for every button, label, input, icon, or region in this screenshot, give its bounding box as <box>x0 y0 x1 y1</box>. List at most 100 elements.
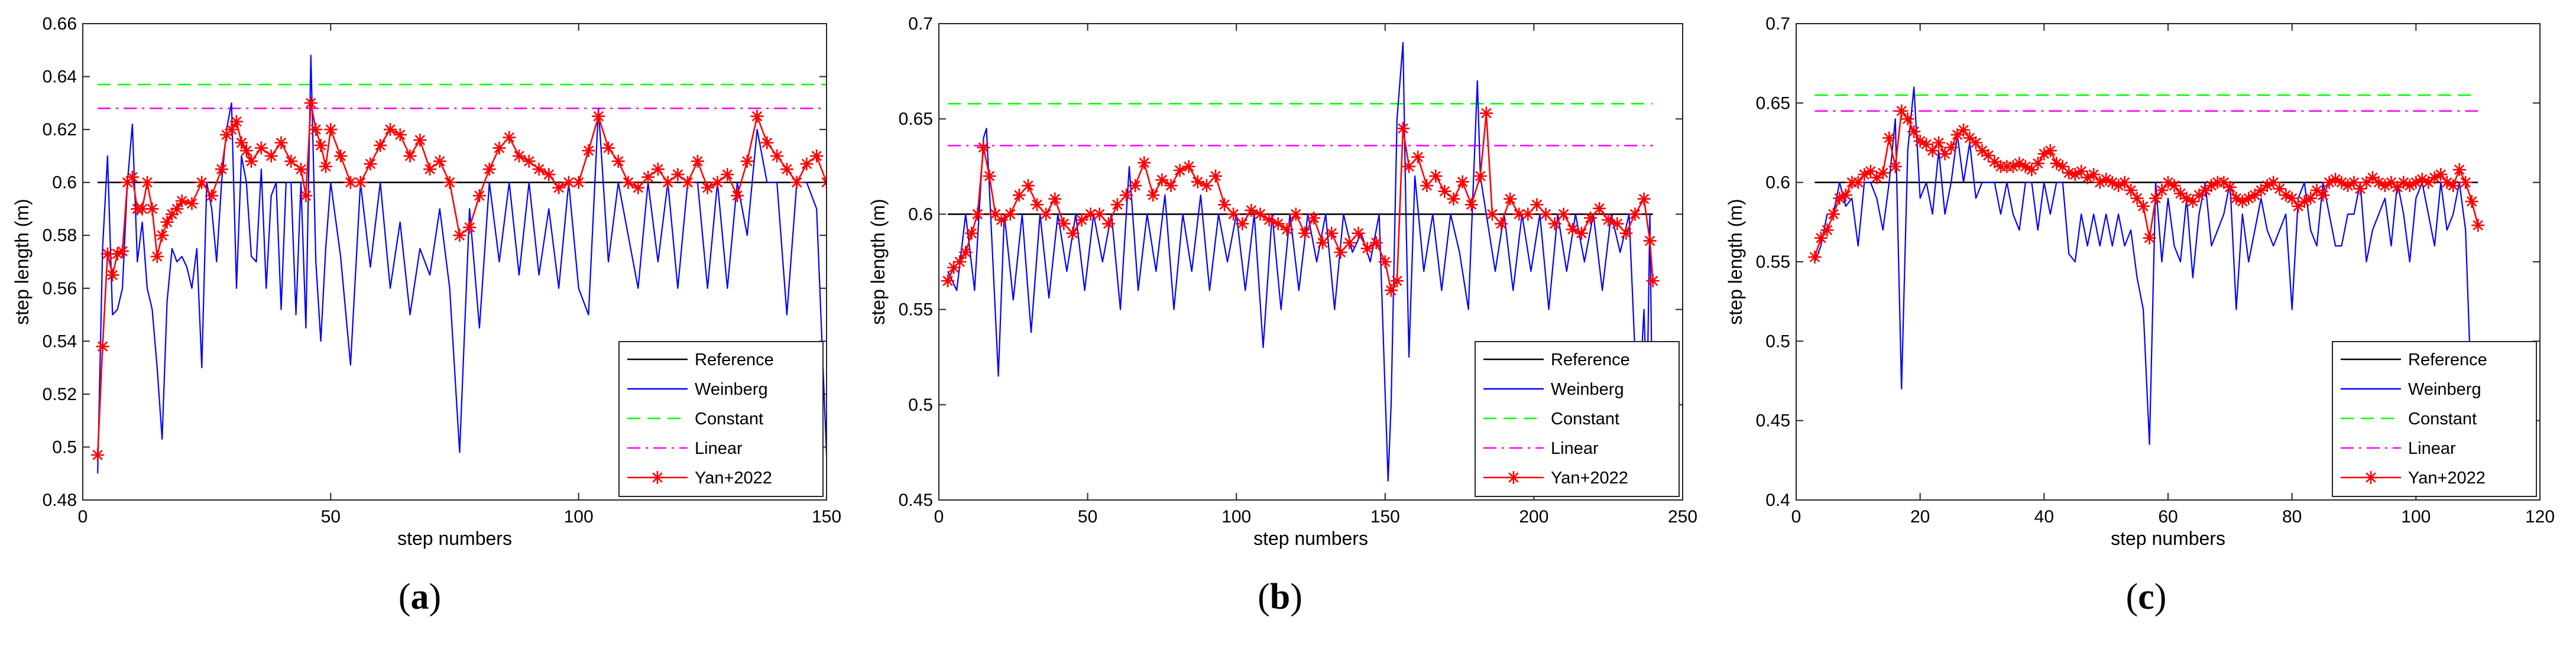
yan2022-point-marker <box>125 170 139 184</box>
yan2022-point-marker <box>790 176 803 189</box>
yan2022-point-marker <box>1530 198 1544 212</box>
yan2022-point-marker <box>721 168 734 181</box>
yan2022-point-marker <box>2260 179 2274 193</box>
yan2022-point-marker <box>2081 171 2094 184</box>
yan2022-point-marker <box>2322 176 2336 189</box>
yan2022-point-marker <box>1950 128 1964 142</box>
axes-box <box>82 23 827 501</box>
yan2022-point-marker <box>1473 169 1487 183</box>
y-tick-label: 0.7 <box>1765 14 1790 34</box>
yan2022-point-marker <box>91 448 105 462</box>
yan2022-point-marker <box>651 163 665 176</box>
yan2022-point-marker <box>472 189 486 203</box>
y-tick-label: 0.64 <box>43 67 77 87</box>
yan2022-point-marker <box>2037 147 2051 161</box>
yan2022-point-marker <box>2366 171 2379 184</box>
yan2022-point-marker <box>2254 184 2268 197</box>
x-tick-label: 100 <box>1221 507 1251 527</box>
yan2022-point-marker <box>780 163 793 176</box>
y-tick-label: 0.45 <box>899 491 933 510</box>
legend-label-constant: Constant <box>695 410 763 428</box>
yan2022-point-marker <box>2341 179 2355 193</box>
yan2022-point-marker <box>2242 191 2256 205</box>
yan2022-point-marker <box>977 141 990 154</box>
legend-star-marker <box>2364 471 2377 484</box>
yan2022-point-marker <box>2112 179 2125 193</box>
yan2022-point-marker <box>989 207 1002 221</box>
yan2022-point-marker <box>254 141 268 155</box>
yan2022-point-marker <box>1521 207 1535 221</box>
plot-lines <box>1808 86 2485 446</box>
yan2022-point-marker <box>195 176 209 189</box>
yan2022-point-marker <box>2353 182 2367 196</box>
yan2022-point-marker <box>582 144 595 157</box>
yan2022-point-marker <box>810 149 824 163</box>
yan2022-point-marker <box>111 247 124 261</box>
yan2022-point-marker <box>1048 192 1062 206</box>
yan2022-point-marker <box>1289 207 1302 221</box>
yan2022-point-marker <box>2428 171 2441 184</box>
yan2022-point-marker <box>1447 192 1460 206</box>
yan2022-point-marker <box>1208 169 1222 183</box>
legend-label-weinberg: Weinberg <box>2408 380 2481 399</box>
yan2022-point-marker <box>552 181 566 194</box>
yan2022-point-marker <box>2415 173 2429 186</box>
y-tick-label: 0.65 <box>1756 93 1790 113</box>
legend-star-marker <box>651 471 664 484</box>
yan2022-point-marker <box>364 157 377 171</box>
yan2022-point-marker <box>513 149 526 163</box>
yan2022-point-marker <box>2155 184 2169 197</box>
y-tick-label: 0.65 <box>899 109 933 129</box>
yan2022-point-marker <box>1808 250 1822 264</box>
yan2022-point-marker <box>299 189 313 203</box>
yan2022-point-marker <box>953 255 967 268</box>
yan2022-point-marker <box>433 154 446 168</box>
panel-label-b: (b) <box>1258 577 1302 617</box>
yan2022-point-marker <box>1643 234 1657 248</box>
legend-label-linear: Linear <box>695 439 743 458</box>
yan2022-point-marker <box>1611 217 1624 230</box>
yan2022-point-marker <box>1101 217 1115 230</box>
yan2022-point-marker <box>2440 176 2454 189</box>
yan2022-point-marker <box>324 123 338 137</box>
yan2022-point-marker <box>453 229 466 242</box>
y-tick-label: 0.56 <box>43 279 77 298</box>
x-tick-label: 0 <box>1791 507 1801 527</box>
yan2022-point-marker <box>309 123 323 137</box>
x-axis-label: step numbers <box>397 528 512 549</box>
yan2022-point-marker <box>1307 211 1321 225</box>
chart-c: 0 20 40 60 80 100 120 0.4 0.45 0.5 0.55 0.6 0.65 0.7 s… <box>1725 14 2555 549</box>
yan2022-point-marker <box>1839 189 1852 202</box>
yan2022-point-marker <box>2198 184 2212 197</box>
yan2022-point-marker <box>393 128 407 142</box>
yan2022-point-marker <box>1138 156 1151 170</box>
legend: Reference Weinberg Constant Linear Yan+2022 <box>618 341 824 497</box>
yan2022-point-marker <box>2062 166 2076 180</box>
yan2022-point-marker <box>2068 168 2082 181</box>
yan2022-point-marker <box>1066 226 1080 240</box>
yan2022-point-marker <box>319 160 332 173</box>
yan2022-point-marker <box>403 149 417 163</box>
y-tick-label: 0.5 <box>908 395 933 415</box>
plot-lines <box>941 42 1660 482</box>
yan2022-point-marker <box>1876 166 1890 180</box>
x-axis-label: step numbers <box>1253 528 1368 549</box>
legend-label-yan-2022: Yan+2022 <box>2408 469 2486 488</box>
x-tick-label: 20 <box>1910 507 1930 527</box>
yan2022-point-marker <box>800 157 814 171</box>
yan2022-point-marker <box>1390 274 1404 288</box>
yan2022-point-marker <box>1146 189 1160 202</box>
x-tick-label: 50 <box>321 507 341 527</box>
yan2022-point-marker <box>1938 147 1952 161</box>
yan2022-point-marker <box>601 141 615 155</box>
legend-label-reference: Reference <box>695 350 774 369</box>
yan2022-point-marker <box>145 202 159 216</box>
yan2022-point-marker <box>1402 160 1416 173</box>
yan2022-point-marker <box>1396 122 1409 135</box>
yan2022-point-marker <box>2292 199 2305 213</box>
yan2022-point-marker <box>983 169 996 183</box>
plot-lines <box>91 54 827 474</box>
yan2022-point-marker <box>1814 231 1827 245</box>
yan2022-point-marker <box>304 96 317 110</box>
yan2022-point-marker <box>1271 217 1285 230</box>
